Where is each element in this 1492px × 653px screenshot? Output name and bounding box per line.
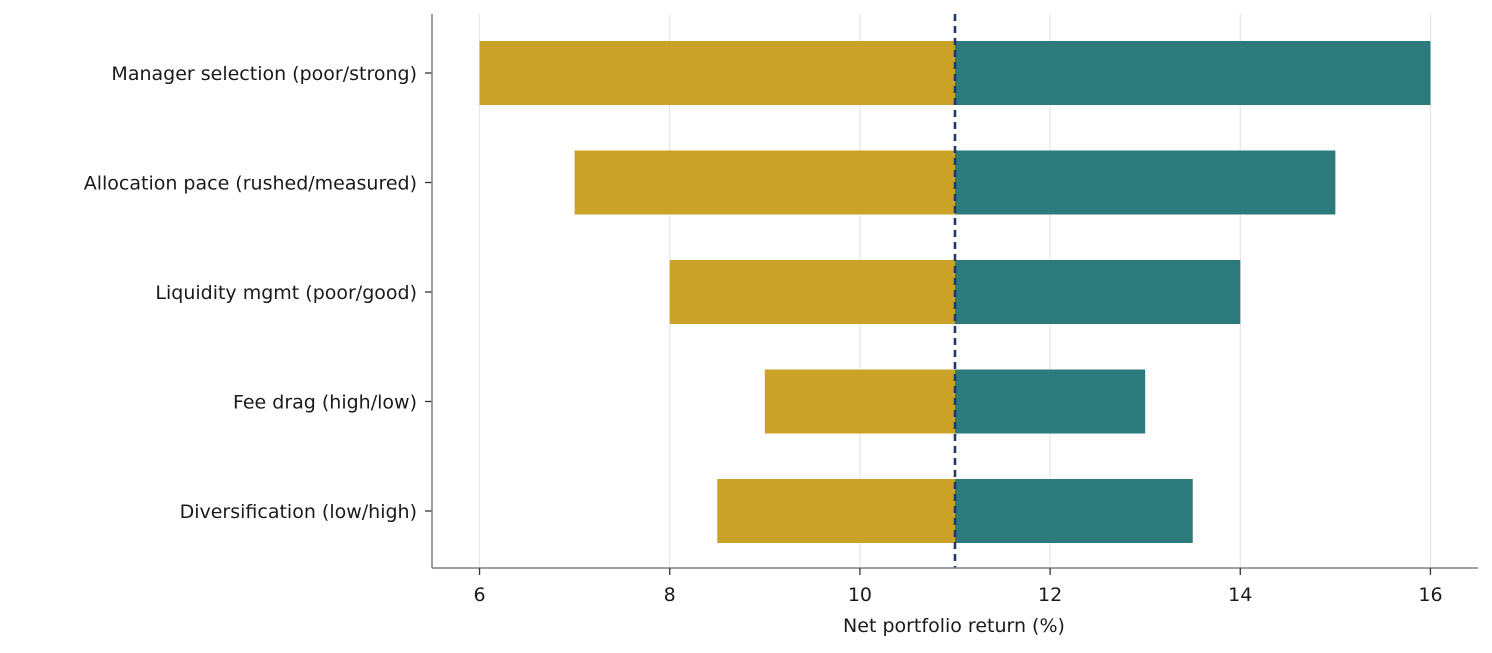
category-label: Fee drag (high/low) bbox=[233, 392, 417, 414]
category-label: Allocation pace (rushed/measured) bbox=[84, 173, 417, 195]
x-tick-label: 6 bbox=[473, 584, 485, 606]
high-scenario-bar bbox=[955, 260, 1241, 324]
category-label: Manager selection (poor/strong) bbox=[111, 63, 417, 85]
low-scenario-bar bbox=[669, 260, 955, 324]
x-tick-label: 16 bbox=[1418, 584, 1442, 606]
category-label: Diversification (low/high) bbox=[180, 501, 417, 523]
high-scenario-bar bbox=[955, 150, 1336, 215]
low-scenario-bar bbox=[479, 41, 955, 105]
low-scenario-bar bbox=[717, 479, 955, 543]
x-tick-label: 12 bbox=[1038, 584, 1062, 606]
x-axis-title: Net portfolio return (%) bbox=[843, 615, 1065, 637]
high-scenario-bar bbox=[955, 479, 1193, 543]
high-scenario-bar bbox=[955, 41, 1431, 105]
labels-layer: Manager selection (poor/strong) Allocatio… bbox=[84, 63, 1443, 606]
low-scenario-bar bbox=[764, 369, 955, 434]
axes-layer bbox=[425, 14, 1478, 575]
high-scenario-bar bbox=[955, 369, 1146, 434]
bars-layer bbox=[479, 41, 1431, 543]
x-tick-label: 14 bbox=[1228, 584, 1252, 606]
x-tick-label: 10 bbox=[848, 584, 872, 606]
category-label: Liquidity mgmt (poor/good) bbox=[155, 282, 417, 304]
x-tick-label: 8 bbox=[664, 584, 676, 606]
low-scenario-bar bbox=[574, 150, 955, 215]
